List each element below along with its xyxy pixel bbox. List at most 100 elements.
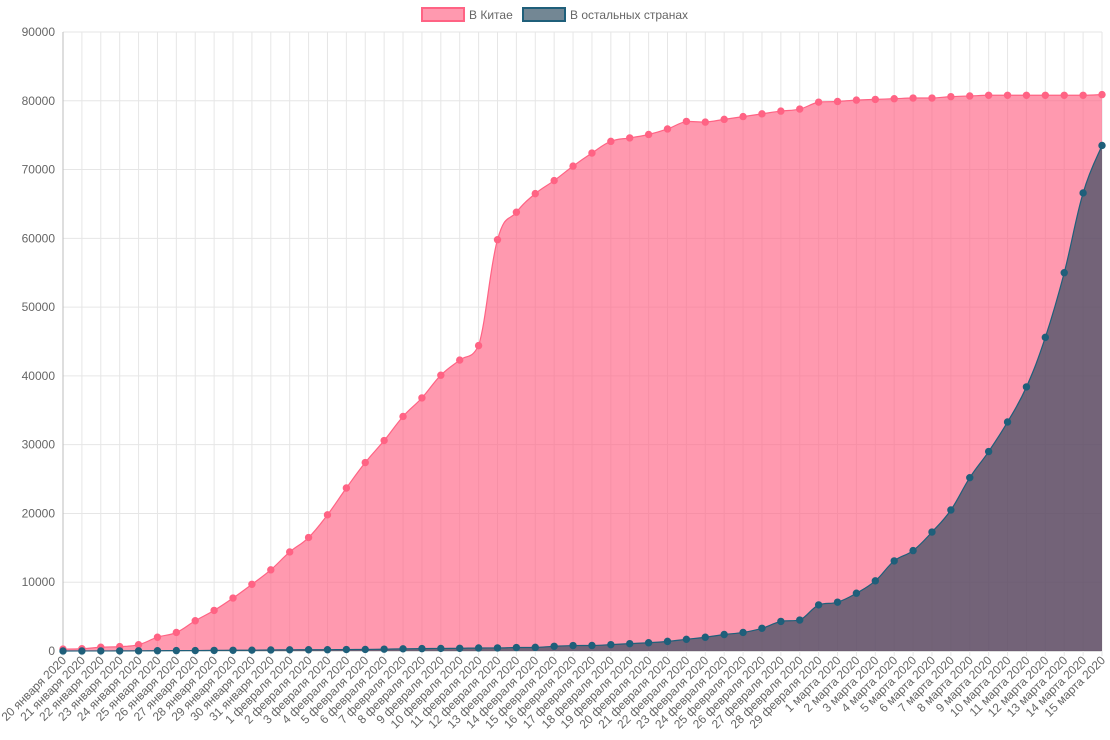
point-other-countries (474, 644, 483, 652)
point-other-countries (59, 647, 67, 655)
legend-label-other-countries: В остальных странах (570, 8, 688, 22)
point-other-countries (833, 598, 842, 606)
point-china (550, 176, 558, 185)
point-china (928, 94, 936, 102)
point-other-countries (682, 635, 691, 644)
point-china (229, 594, 237, 602)
point-other-countries (644, 639, 653, 647)
point-china (796, 105, 804, 113)
point-china (531, 189, 539, 198)
point-china (701, 118, 709, 126)
point-china (1098, 90, 1106, 99)
point-other-countries (399, 645, 407, 653)
legend-item-other-countries[interactable]: В остальных странах (522, 7, 688, 22)
y-tick-label: 30000 (22, 438, 56, 452)
point-other-countries (437, 644, 445, 653)
point-other-countries (814, 601, 823, 609)
point-china (1060, 91, 1068, 99)
point-other-countries (663, 637, 672, 646)
point-china (1041, 91, 1050, 99)
point-other-countries (871, 577, 880, 585)
y-tick-label: 70000 (22, 163, 56, 177)
point-china (852, 96, 861, 104)
point-other-countries (97, 647, 105, 655)
point-china (1022, 91, 1031, 99)
legend-swatch-china (421, 7, 465, 22)
point-china (418, 394, 426, 402)
point-china (814, 98, 823, 106)
point-china (456, 356, 464, 364)
legend-item-china[interactable]: В Китае (421, 7, 513, 22)
point-other-countries (928, 528, 936, 536)
point-other-countries (852, 589, 861, 597)
point-other-countries (342, 645, 351, 654)
area-other-countries (63, 145, 1102, 652)
y-tick-label: 0 (48, 644, 55, 658)
y-axis: 0 10000 20000 30000 40000 50000 60000 70000 8000… (22, 25, 56, 658)
point-other-countries (739, 628, 747, 637)
point-other-countries (947, 506, 955, 514)
point-china (437, 371, 445, 379)
point-other-countries (720, 630, 728, 639)
area-china (63, 94, 1102, 652)
y-tick-label: 50000 (22, 300, 56, 314)
point-other-countries (569, 641, 577, 650)
point-china (1079, 91, 1087, 99)
point-china (720, 115, 728, 124)
point-china (399, 412, 407, 421)
point-other-countries (248, 646, 256, 654)
point-other-countries (588, 641, 596, 650)
point-other-countries (153, 647, 162, 655)
y-tick-label: 40000 (22, 369, 56, 383)
point-other-countries (966, 473, 974, 482)
point-other-countries (134, 647, 143, 655)
point-china (890, 95, 898, 103)
point-china (758, 110, 766, 118)
point-other-countries (1022, 383, 1031, 391)
point-other-countries (267, 646, 275, 654)
point-china (966, 92, 974, 100)
point-china (663, 125, 672, 133)
point-other-countries (531, 643, 539, 652)
point-china (172, 628, 181, 637)
point-china (833, 97, 842, 106)
point-china (153, 633, 162, 641)
point-other-countries (456, 644, 464, 652)
point-other-countries (304, 646, 313, 654)
point-china (342, 484, 351, 492)
point-china (474, 341, 483, 350)
point-china (682, 117, 691, 126)
point-other-countries (1003, 418, 1012, 426)
point-other-countries (1098, 141, 1106, 150)
point-china (569, 162, 577, 170)
point-other-countries (191, 646, 199, 655)
point-china (777, 107, 785, 115)
point-other-countries (607, 640, 615, 649)
point-china (644, 130, 653, 139)
point-other-countries (418, 644, 426, 653)
point-china (134, 640, 143, 649)
point-other-countries (361, 645, 369, 654)
point-china (248, 580, 256, 588)
point-china (1003, 91, 1012, 99)
point-other-countries (890, 557, 898, 565)
point-other-countries (1041, 333, 1050, 342)
legend-swatch-other-countries (522, 7, 566, 22)
point-china (607, 137, 615, 146)
point-other-countries (229, 646, 237, 654)
y-tick-label: 80000 (22, 94, 56, 108)
point-china (191, 617, 199, 625)
point-other-countries (758, 624, 766, 633)
point-china (267, 566, 275, 574)
y-tick-label: 90000 (22, 25, 56, 39)
point-other-countries (115, 647, 124, 655)
point-other-countries (512, 643, 521, 652)
point-other-countries (78, 647, 86, 655)
legend-label-china: В Китае (469, 8, 513, 22)
point-china (984, 91, 993, 99)
point-other-countries (172, 646, 181, 655)
legend: В Китае В остальных странах (421, 7, 688, 22)
